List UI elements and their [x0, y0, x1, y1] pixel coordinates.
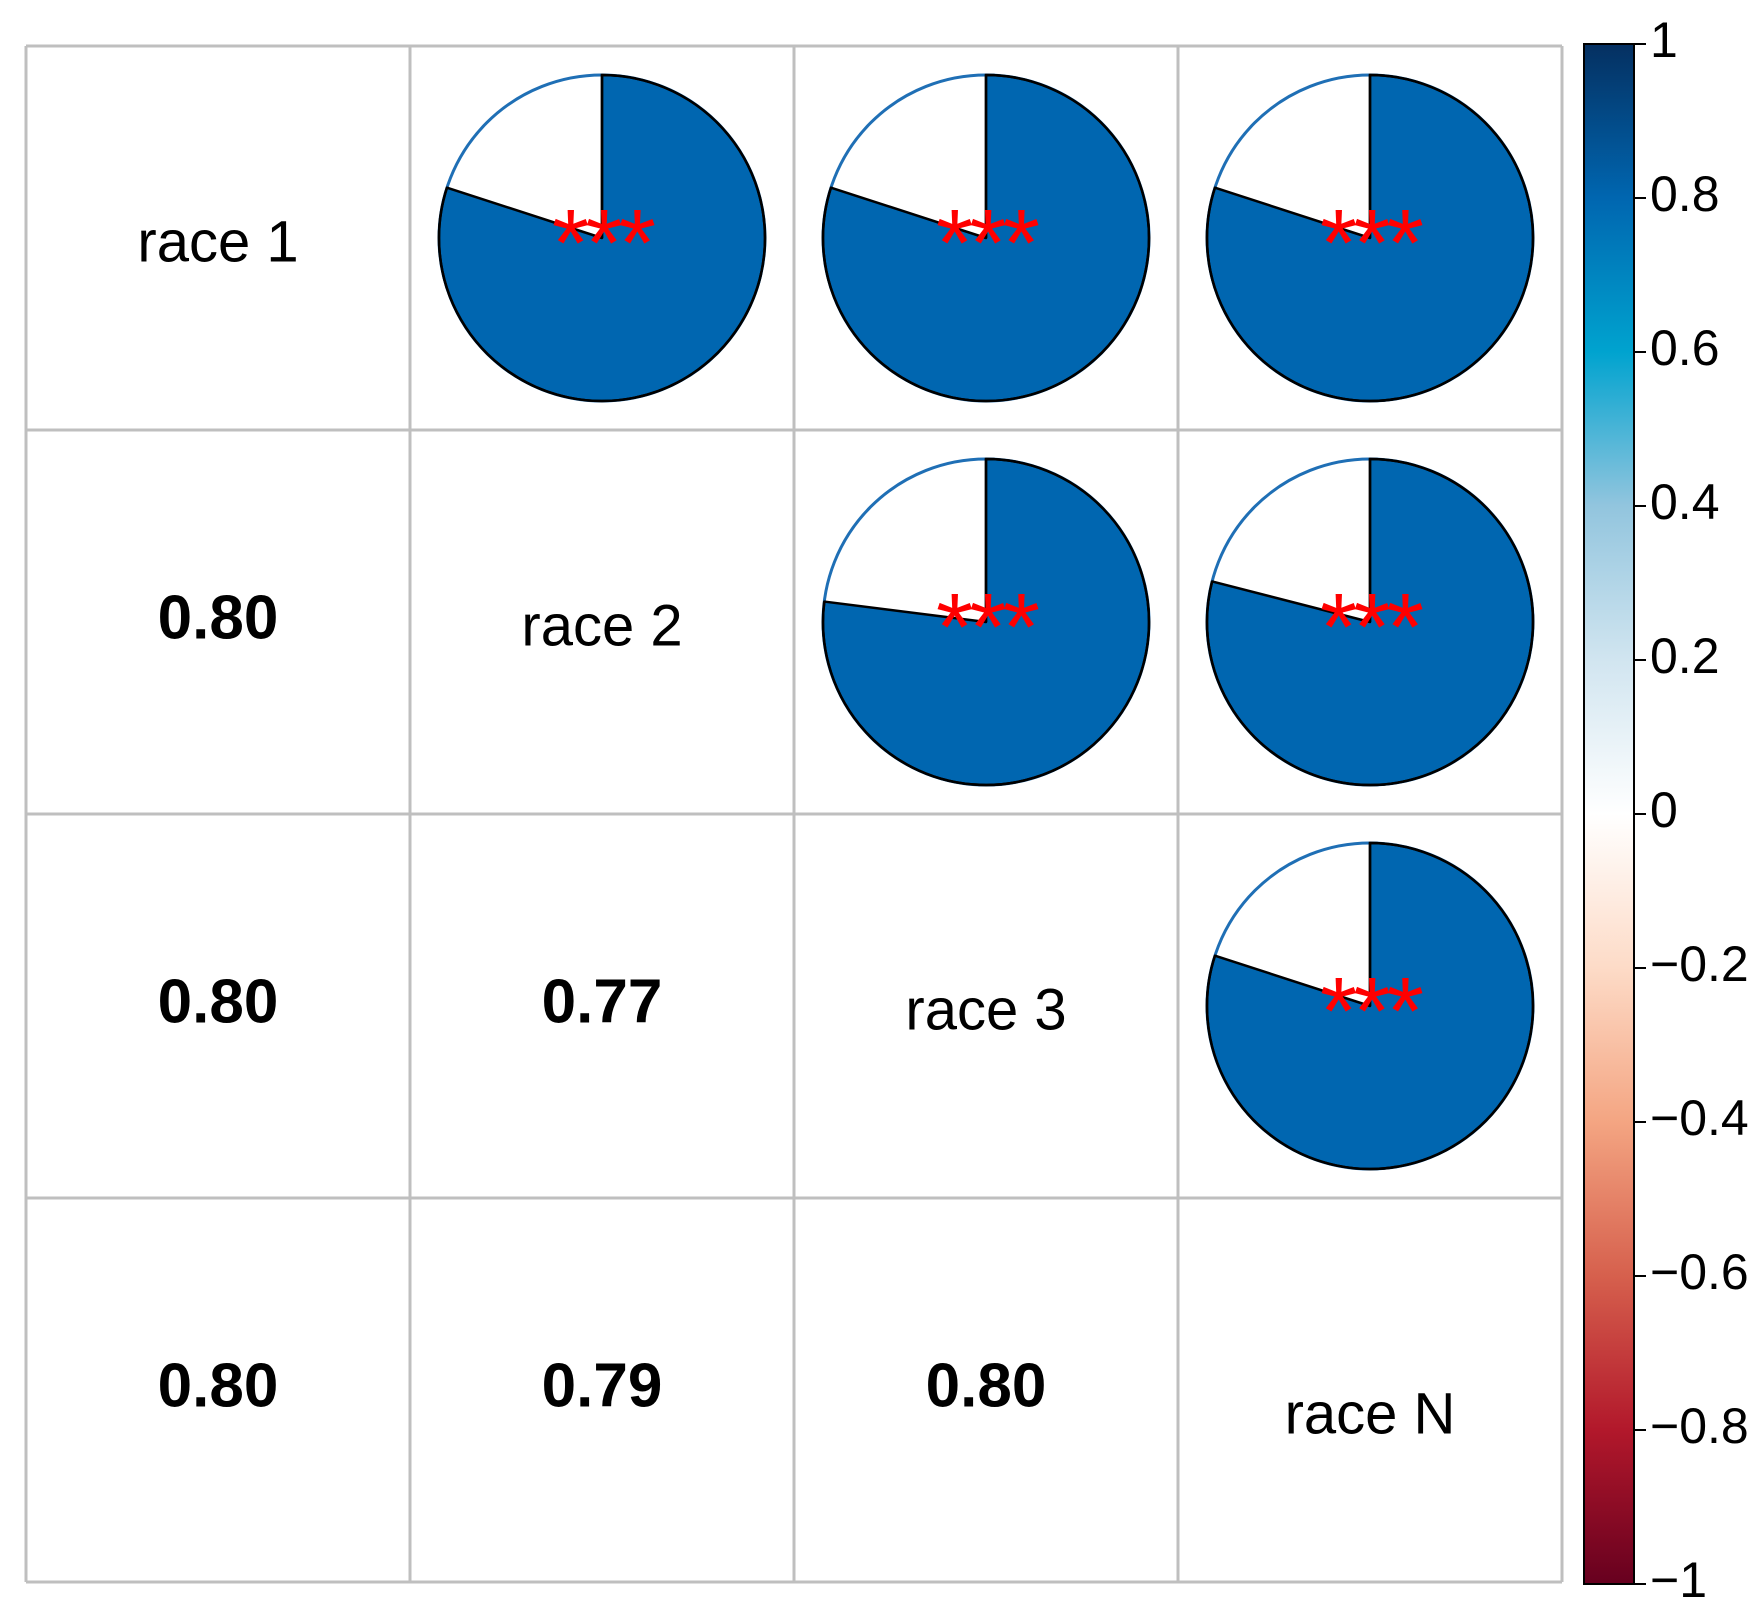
colorbar-tick-label: 0.8 — [1650, 166, 1720, 222]
pie-outline — [1205, 841, 1535, 1171]
pie-outline — [437, 73, 767, 403]
colorbar-tick-label: −0.2 — [1650, 936, 1749, 992]
pie-outline — [821, 73, 1151, 403]
colorbar-tick-label: 0 — [1650, 782, 1678, 838]
variable-label: race 3 — [905, 977, 1066, 1042]
pie-cell — [1205, 841, 1535, 1171]
pie-cell — [437, 73, 767, 403]
coefficient-label: 0.80 — [158, 1351, 279, 1420]
colorbar-tick-label: 0.2 — [1650, 628, 1720, 684]
matrix-cells: race 1 race 2 race 3 race N 0.80 0.80 0.77 0.80… — [137, 73, 1535, 1446]
coefficient-label: 0.77 — [542, 967, 663, 1036]
colorbar-legend: 1 0.8 0.6 0.4 0.2 0 −0.2 −0.4 −0.6 −0.8 −1 — [1583, 12, 1749, 1608]
colorbar-tick-label: −1 — [1650, 1552, 1707, 1608]
pie-cell — [821, 73, 1151, 403]
coefficient-label: 0.80 — [158, 967, 279, 1036]
pie-cell — [821, 457, 1151, 787]
colorbar-tick-label: 0.6 — [1650, 320, 1720, 376]
colorbar-tick-label: −0.8 — [1650, 1398, 1749, 1454]
variable-label: race 1 — [137, 209, 298, 274]
pie-outline — [1205, 73, 1535, 403]
coefficient-label: 0.80 — [158, 583, 279, 652]
coefficient-label: 0.79 — [542, 1351, 663, 1420]
variable-label: race 2 — [521, 593, 682, 658]
significance-mark: *** — [1320, 958, 1423, 1065]
colorbar-tick-label: −0.4 — [1650, 1090, 1749, 1146]
significance-mark: *** — [936, 190, 1039, 297]
pie-cell — [1205, 457, 1535, 787]
colorbar-tick-label: −0.6 — [1650, 1244, 1749, 1300]
significance-mark: *** — [1320, 190, 1423, 297]
pie-cell — [1205, 73, 1535, 403]
coefficient-label: 0.80 — [926, 1351, 1047, 1420]
pie-outline — [1205, 457, 1535, 787]
significance-mark: *** — [936, 574, 1039, 681]
pie-outline — [821, 457, 1151, 787]
matrix-grid — [24, 44, 1564, 1584]
colorbar-tick-label: 0.4 — [1650, 474, 1720, 530]
colorbar-gradient — [1583, 43, 1635, 1585]
colorbar-tick-label: 1 — [1650, 12, 1678, 68]
significance-mark: *** — [552, 190, 655, 297]
significance-mark: *** — [1320, 574, 1423, 681]
variable-label: race N — [1285, 1381, 1456, 1446]
